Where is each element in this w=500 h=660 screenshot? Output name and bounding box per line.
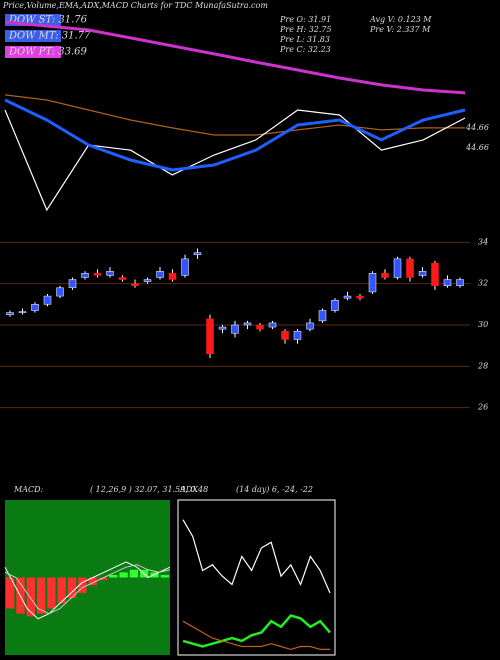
candle-body [443, 279, 452, 286]
histogram-bar [57, 577, 66, 604]
legend-label: DOW ST: 31.76 [8, 15, 88, 26]
candle-body [106, 271, 114, 276]
histogram-bar [26, 577, 35, 617]
candle-body [343, 295, 352, 299]
candle-body [181, 258, 189, 276]
histogram-bar [160, 574, 169, 578]
candle-body [293, 330, 302, 340]
candle-body [168, 273, 177, 280]
annotation: 44.66 [465, 143, 489, 152]
panel-label: ADX [179, 485, 198, 494]
panel-params: (14 day) 6, -24, -22 [236, 485, 313, 494]
annotation: Pre L: 31.83 [279, 35, 330, 44]
candle-body [368, 273, 377, 293]
chart-title: Price,Volume,EMA,ADX,MACD Charts for TDC… [2, 1, 268, 10]
candle-body [406, 258, 414, 278]
line-series [182, 614, 331, 648]
candle-body [331, 299, 339, 311]
candle-body [381, 273, 389, 278]
histogram-bar [129, 569, 139, 578]
panel [177, 499, 336, 656]
annotation: Avg V: 0.123 M [369, 15, 432, 24]
candle-body [418, 271, 427, 276]
candle-body [56, 287, 64, 297]
candle-body [118, 277, 127, 280]
candle-body [81, 273, 89, 278]
candle-body [318, 310, 327, 322]
line-series [182, 620, 330, 651]
candle-body [231, 324, 239, 334]
histogram-bar [109, 574, 118, 578]
y-tick-label: 26 [477, 403, 488, 412]
y-tick-label: 30 [478, 320, 488, 329]
histogram-bar [78, 577, 87, 593]
legend-label: DOW MT: 31.77 [8, 31, 91, 42]
histogram-bar [47, 577, 56, 609]
legend-swatch [5, 46, 61, 58]
candle-body [43, 295, 52, 305]
candle-body [281, 330, 289, 340]
panel-params: ( 12,26,9 ) 32.07, 31.59, 0.48 [90, 485, 208, 494]
histogram-bar [88, 577, 97, 586]
line-series [4, 98, 466, 172]
candle-body [68, 279, 77, 289]
candle-body [356, 295, 364, 299]
candle-body [431, 262, 439, 286]
y-tick-label: 32 [478, 279, 488, 288]
annotation: Pre V: 2.337 M [369, 25, 431, 34]
y-tick-label: 28 [477, 361, 488, 370]
candle-body [31, 304, 39, 311]
panel-label: MACD: [13, 485, 44, 494]
candle-body [206, 318, 214, 355]
legend-swatch [5, 30, 61, 42]
annotation: Pre O: 31.91 [279, 15, 331, 24]
histogram-bar [67, 577, 77, 599]
annotation: Pre C: 32.23 [279, 45, 331, 54]
legend-label: DOW PT: 33.69 [8, 47, 88, 58]
candle-body [218, 326, 227, 330]
histogram-bar [119, 572, 128, 578]
histogram-bar [6, 577, 15, 609]
candle-body [193, 252, 202, 255]
annotation: Pre H: 32.75 [279, 25, 332, 34]
candle-body [456, 279, 464, 286]
candle-body [306, 322, 314, 330]
line-series [4, 564, 171, 615]
y-tick-label: 34 [478, 237, 488, 246]
line-series [4, 561, 171, 620]
candle-body [156, 271, 164, 278]
candle-body [268, 322, 277, 328]
line-series [4, 20, 466, 95]
candle-body [256, 324, 264, 330]
line-series [182, 519, 331, 594]
candle-body [131, 283, 139, 286]
candle-body [393, 258, 402, 278]
histogram-bar [98, 577, 108, 581]
candle-body [18, 311, 27, 313]
line-series [4, 94, 465, 136]
candle-body [143, 279, 152, 282]
candle-body [93, 273, 102, 276]
annotation: 44.66 [465, 123, 489, 132]
candle-body [6, 312, 14, 315]
line-series [4, 109, 466, 212]
histogram-bar [36, 577, 46, 614]
candle-body [243, 322, 252, 326]
